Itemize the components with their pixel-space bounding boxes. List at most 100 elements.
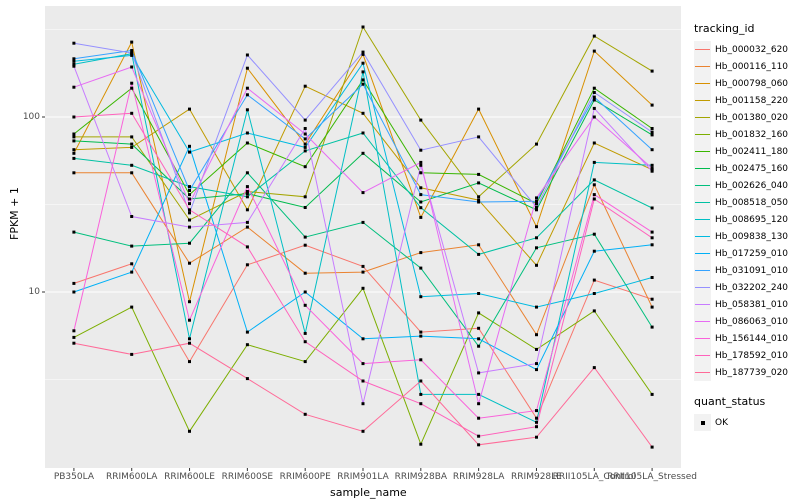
- legend-key-line-icon: [694, 92, 711, 109]
- legend-item-Hb_000116_110: Hb_000116_110: [694, 58, 800, 75]
- legend-item-Hb_002411_180: Hb_002411_180: [694, 143, 800, 160]
- data-point: [245, 86, 249, 90]
- data-point: [72, 59, 76, 63]
- data-point: [361, 191, 365, 195]
- legend-item-Hb_017259_010: Hb_017259_010: [694, 245, 800, 262]
- legend-key-line-icon: [694, 177, 711, 194]
- data-point: [650, 103, 654, 107]
- data-point: [535, 199, 538, 203]
- data-point: [419, 266, 423, 270]
- legend-item-Hb_008695_120: Hb_008695_120: [694, 211, 800, 228]
- x-tick-label-RRIM600PE: RRIM600PE: [279, 472, 331, 482]
- data-point: [419, 334, 423, 338]
- legend-key-line-icon: [694, 126, 711, 143]
- data-point: [535, 246, 538, 250]
- data-point: [303, 412, 307, 416]
- legend-label: Hb_000032_620: [715, 44, 789, 55]
- data-point: [303, 303, 307, 307]
- data-point: [419, 163, 423, 167]
- legend-item-Hb_001380_020: Hb_001380_020: [694, 109, 800, 126]
- data-point: [535, 425, 538, 429]
- data-point: [650, 276, 654, 279]
- data-point: [361, 52, 365, 56]
- legend-label: Hb_031091_010: [715, 265, 789, 276]
- data-point: [477, 371, 481, 375]
- legend-label: Hb_008518_050: [715, 197, 789, 208]
- data-point: [477, 402, 481, 406]
- legend-label: Hb_000116_110: [715, 61, 789, 72]
- legend-key-line-icon: [694, 160, 711, 177]
- data-point: [72, 132, 76, 136]
- data-point: [72, 281, 76, 285]
- data-point: [535, 142, 538, 146]
- legend-label: Hb_002411_180: [715, 146, 789, 157]
- data-point: [130, 262, 134, 266]
- data-point: [188, 202, 191, 206]
- legend: tracking_id Hb_000032_620 Hb_000116_110 Hb…: [694, 22, 800, 431]
- data-point: [303, 137, 307, 141]
- data-point: [535, 236, 538, 240]
- legend-label: Hb_001158_220: [715, 95, 789, 106]
- data-point: [72, 62, 76, 66]
- data-point: [72, 329, 76, 333]
- legend-item-Hb_156144_010: Hb_156144_010: [694, 330, 800, 347]
- data-point: [592, 98, 596, 102]
- data-point: [592, 309, 596, 313]
- data-point: [188, 150, 191, 154]
- data-point: [303, 235, 307, 239]
- data-point: [592, 141, 596, 145]
- data-point: [650, 236, 654, 240]
- data-point: [535, 420, 538, 424]
- data-point: [72, 64, 76, 68]
- data-point: [361, 379, 365, 383]
- data-point: [72, 148, 76, 152]
- data-point: [477, 198, 481, 202]
- data-point: [477, 252, 481, 256]
- data-point: [245, 208, 249, 212]
- data-point: [419, 358, 423, 362]
- data-point: [419, 442, 423, 446]
- x-tick-label-RRIM928BA: RRIM928BA: [394, 472, 448, 482]
- data-point: [188, 261, 191, 265]
- data-point: [419, 295, 423, 299]
- data-point: [188, 107, 191, 111]
- data-point: [477, 135, 481, 139]
- data-point: [303, 243, 307, 247]
- data-point: [477, 195, 481, 199]
- data-point: [188, 211, 191, 215]
- data-point: [477, 392, 481, 396]
- data-point: [130, 244, 134, 248]
- data-point: [592, 249, 596, 253]
- panel-background: [45, 6, 681, 468]
- data-point: [650, 297, 654, 301]
- data-point: [650, 392, 654, 396]
- data-point: [361, 82, 365, 86]
- legend-key-line-icon: [694, 364, 711, 381]
- x-tick-label-RRII105LA_Control: RRII105LA_Control: [552, 472, 636, 482]
- data-point: [303, 360, 307, 364]
- data-point: [535, 347, 538, 351]
- data-point: [592, 106, 596, 110]
- data-point: [188, 144, 191, 148]
- data-point: [477, 337, 481, 341]
- data-point: [592, 86, 596, 90]
- data-point: [650, 325, 654, 329]
- data-point: [245, 131, 249, 135]
- legend-label: Hb_001380_020: [715, 112, 789, 123]
- data-point: [303, 118, 307, 122]
- data-point: [419, 200, 423, 204]
- data-point: [188, 189, 191, 192]
- data-point: [361, 429, 365, 433]
- data-point: [535, 409, 538, 413]
- legend-label: Hb_002475_160: [715, 163, 789, 174]
- legend-label: Hb_187739_020: [715, 367, 789, 378]
- data-point: [477, 416, 481, 420]
- data-point: [650, 127, 654, 130]
- data-point: [245, 93, 249, 97]
- data-point: [72, 341, 76, 345]
- data-point: [592, 49, 596, 53]
- legend-label: Hb_008695_120: [715, 214, 789, 225]
- data-point: [303, 145, 307, 149]
- data-point: [535, 202, 538, 206]
- data-point: [245, 185, 249, 189]
